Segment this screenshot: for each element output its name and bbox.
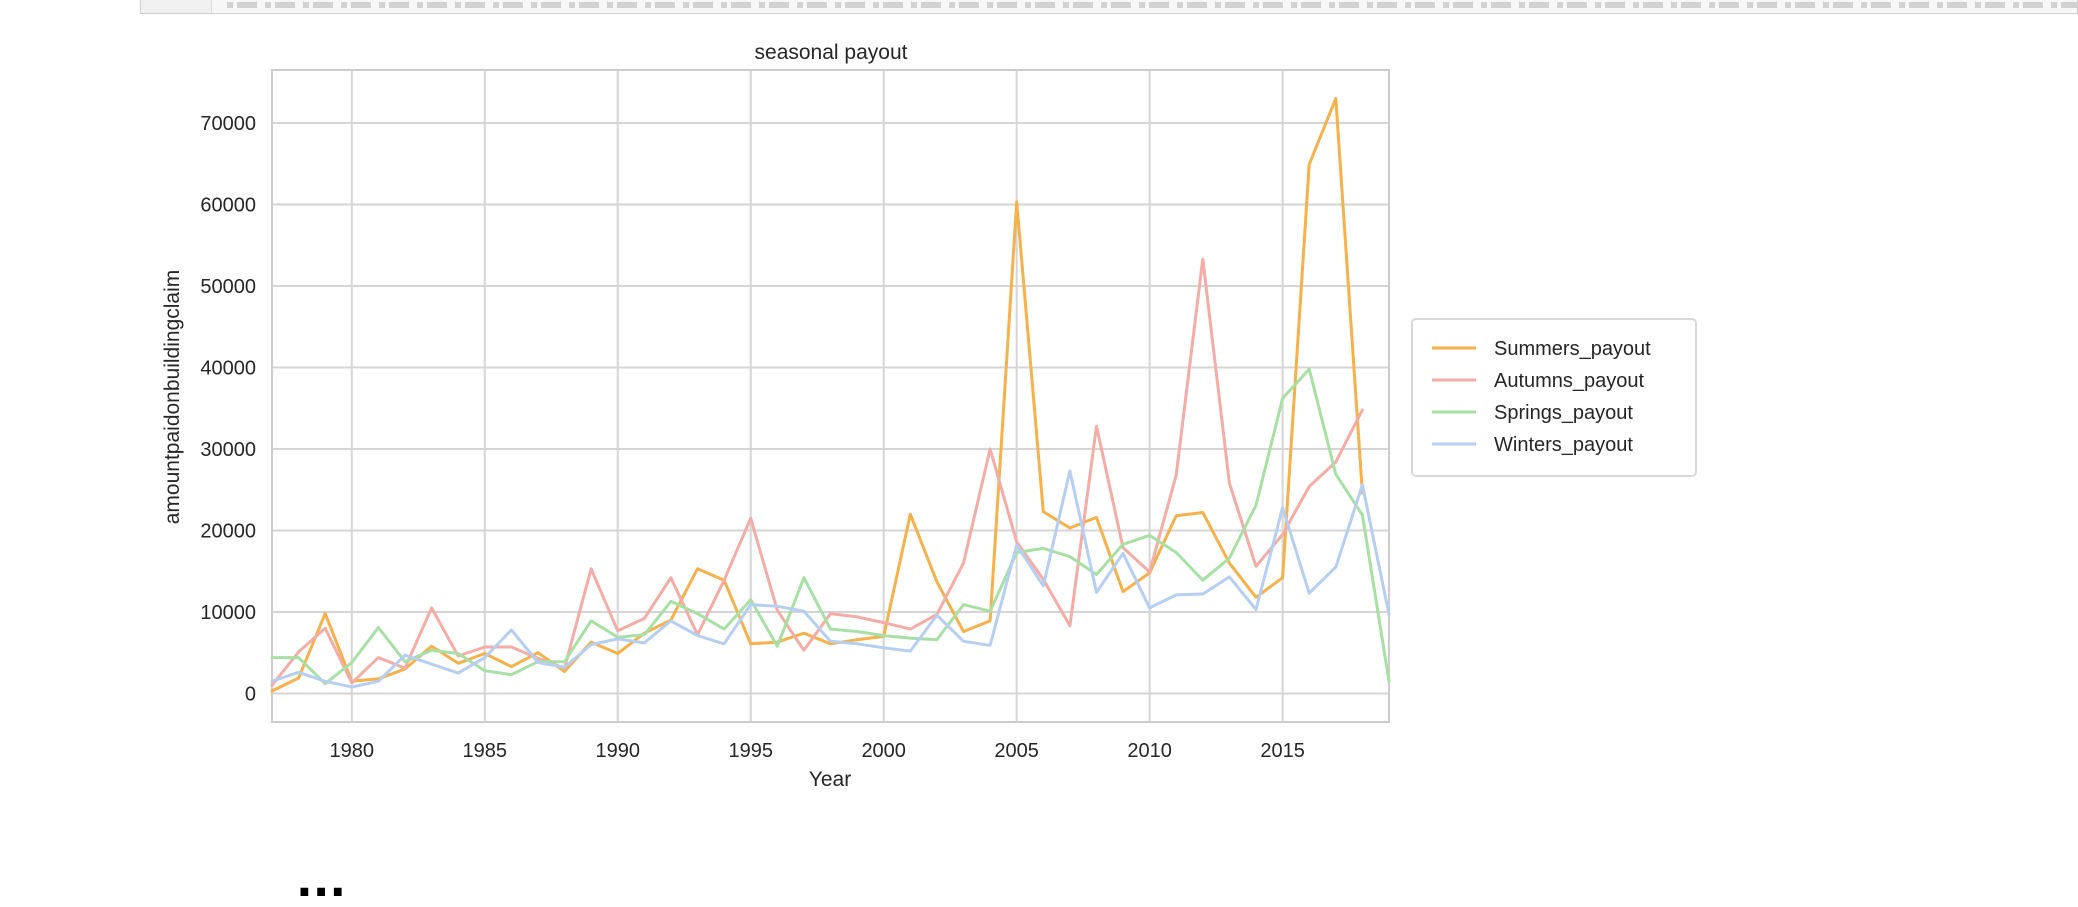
legend-box (1411, 318, 1697, 477)
x-axis-ticks: 1980 1985 1990 1995 2000 2005 2010 2015 (330, 740, 1305, 762)
series-line-autumns-payout (270, 257, 1364, 687)
x-tick-label: 2000 (861, 740, 906, 762)
y-axis-ticks: 0 10000 20000 30000 40000 50000 60000 70000 (200, 113, 256, 705)
y-tick-label: 60000 (200, 194, 256, 216)
y-tick-label: 30000 (200, 439, 256, 461)
legend-entry: Autumns_payout (1494, 370, 1645, 392)
y-tick-label: 10000 (200, 602, 256, 624)
legend-entry: Summers_payout (1494, 338, 1651, 360)
legend: Summers_payout Autumns_payout Springs_payo… (1411, 318, 1697, 477)
legend-entry: Winters_payout (1494, 434, 1633, 456)
plot-frame (271, 69, 1390, 723)
series-lines (270, 97, 1391, 693)
legend-entry: Springs_payout (1494, 402, 1633, 424)
seasonal-payout-chart: seasonal payout 1980 1985 1990 1995 2000 2005… (161, 41, 1697, 791)
x-axis-label: Year (809, 768, 851, 791)
x-tick-label: 1980 (330, 740, 375, 762)
cell-prompt-gutter (141, 0, 212, 13)
chart-title: seasonal payout (755, 41, 908, 64)
x-tick-label: 2010 (1127, 740, 1172, 762)
y-tick-label: 70000 (200, 113, 256, 135)
next-section-heading: ... (296, 856, 347, 907)
series-line-summers-payout (270, 97, 1364, 693)
x-tick-label: 2005 (994, 740, 1039, 762)
y-tick-label: 0 (245, 683, 256, 705)
y-axis-label: amountpaidonbuildingclaim (161, 270, 184, 525)
y-tick-label: 40000 (200, 357, 256, 379)
code-line-fragment (227, 2, 2077, 8)
series-line-winters-payout (270, 469, 1391, 689)
x-tick-label: 1990 (595, 740, 640, 762)
code-cell-edge[interactable] (140, 0, 2078, 14)
x-tick-label: 2015 (1260, 740, 1305, 762)
series-line-springs-payout (270, 367, 1391, 686)
y-tick-label: 20000 (200, 520, 256, 542)
x-tick-label: 1985 (463, 740, 508, 762)
x-tick-label: 1995 (728, 740, 773, 762)
gridlines (272, 70, 1389, 722)
y-tick-label: 50000 (200, 276, 256, 298)
